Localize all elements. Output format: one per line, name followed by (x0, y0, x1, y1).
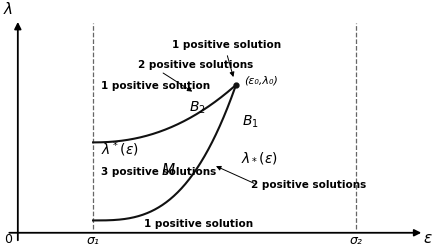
Text: $B_2$: $B_2$ (189, 99, 206, 116)
Text: 2 positive solutions: 2 positive solutions (251, 180, 366, 190)
Text: 0: 0 (4, 233, 13, 246)
Text: 1 positive solution: 1 positive solution (172, 40, 281, 50)
Text: ε: ε (424, 231, 432, 246)
Text: (ε₀,λ₀): (ε₀,λ₀) (244, 76, 278, 86)
Text: 1 positive solution: 1 positive solution (101, 81, 210, 91)
Text: λ: λ (4, 2, 13, 17)
Text: $\lambda_*(\varepsilon)$: $\lambda_*(\varepsilon)$ (240, 151, 277, 166)
Text: $M$: $M$ (161, 162, 176, 178)
Text: 1 positive solution: 1 positive solution (144, 218, 253, 228)
Text: 3 positive solutions: 3 positive solutions (101, 167, 216, 177)
Text: $\lambda^*(\varepsilon)$: $\lambda^*(\varepsilon)$ (101, 140, 138, 159)
Text: 2 positive solutions: 2 positive solutions (138, 60, 253, 70)
Text: σ₁: σ₁ (87, 234, 99, 247)
Text: σ₂: σ₂ (350, 234, 363, 247)
Text: $B_1$: $B_1$ (242, 114, 258, 130)
